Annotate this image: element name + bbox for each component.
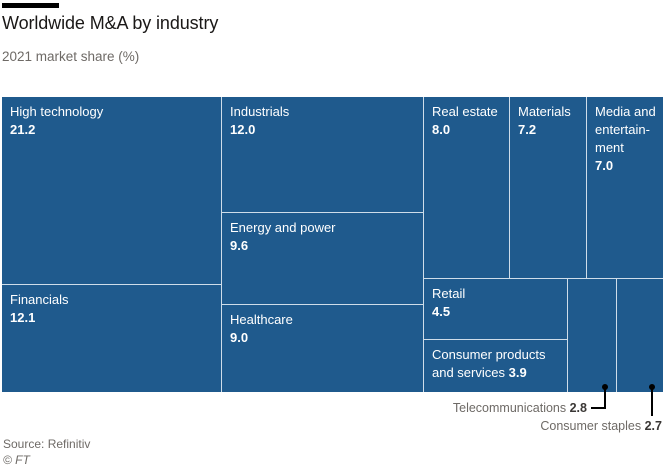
- cell-value: 9.0: [230, 329, 249, 345]
- cell-value: 9.6: [230, 237, 249, 253]
- cell-value: 7.2: [518, 121, 537, 137]
- annotation-consumer-staples: Consumer staples 2.7: [540, 419, 662, 433]
- cell-value: 12.1: [10, 309, 36, 325]
- cell-value: 12.0: [230, 121, 256, 137]
- cell-value: 4.5: [432, 303, 451, 319]
- cell-label: Consumer products and services 3.9: [432, 347, 546, 380]
- cell-value: 7.0: [595, 157, 614, 173]
- treemap-cell-materials: Materials 7.2: [510, 97, 586, 278]
- callout-dot-consumer-staples: [649, 384, 655, 390]
- treemap-cell-high-technology: High technology 21.2: [2, 97, 221, 284]
- cell-label: High technology: [10, 104, 104, 119]
- cell-label: Media and entertain­ment: [595, 104, 656, 155]
- treemap-cell-consumer-products-and-services: Consumer products and services 3.9: [424, 340, 567, 392]
- callout-line-telecommunications-horizontal: [591, 407, 605, 409]
- treemap-cell-consumer-staples: [617, 279, 663, 392]
- cell-label: Industrials: [230, 104, 290, 119]
- treemap-cell-healthcare: Healthcare 9.0: [222, 305, 423, 392]
- cell-label: Real estate: [432, 104, 498, 119]
- annotation-value: 2.8: [569, 401, 587, 415]
- treemap-cell-media-and-entertainment: Media and entertain­ment 7.0: [587, 97, 663, 278]
- cell-value: 3.9: [508, 364, 527, 380]
- cell-value: 8.0: [432, 121, 451, 137]
- annotation-label: Consumer staples: [540, 419, 642, 433]
- source-note: Source: Refinitiv: [3, 437, 91, 451]
- cell-label: Energy and power: [230, 220, 336, 235]
- annotation-label: Telecommunications: [452, 401, 567, 415]
- annotation-telecommunications: Telecommunications 2.8: [453, 401, 587, 415]
- treemap-cell-telecommunications: [568, 279, 616, 392]
- callout-line-consumer-staples-vertical: [651, 389, 653, 416]
- cell-label: Materials: [518, 104, 571, 119]
- callout-dot-telecommunications: [602, 384, 608, 390]
- cell-label: Healthcare: [230, 312, 293, 327]
- ft-credit: © FT: [3, 453, 30, 467]
- annotation-value: 2.7: [644, 419, 662, 433]
- treemap: High technology 21.2 Financials 12.1 Industr…: [2, 97, 663, 392]
- cell-value: 21.2: [10, 121, 36, 137]
- chart-subtitle: 2021 market share (%): [2, 49, 140, 64]
- callout-line-telecommunications-vertical: [604, 389, 606, 409]
- ft-top-bar: [2, 3, 59, 8]
- treemap-cell-industrials: Industrials 12.0: [222, 97, 423, 212]
- treemap-cell-real-estate: Real estate 8.0: [424, 97, 509, 278]
- treemap-cell-financials: Financials 12.1: [2, 285, 221, 392]
- treemap-cell-retail: Retail 4.5: [424, 279, 567, 339]
- cell-label: Financials: [10, 292, 69, 307]
- chart-title: Worldwide M&A by industry: [2, 13, 219, 33]
- treemap-cell-energy-and-power: Energy and power 9.6: [222, 213, 423, 304]
- cell-label: Retail: [432, 286, 466, 301]
